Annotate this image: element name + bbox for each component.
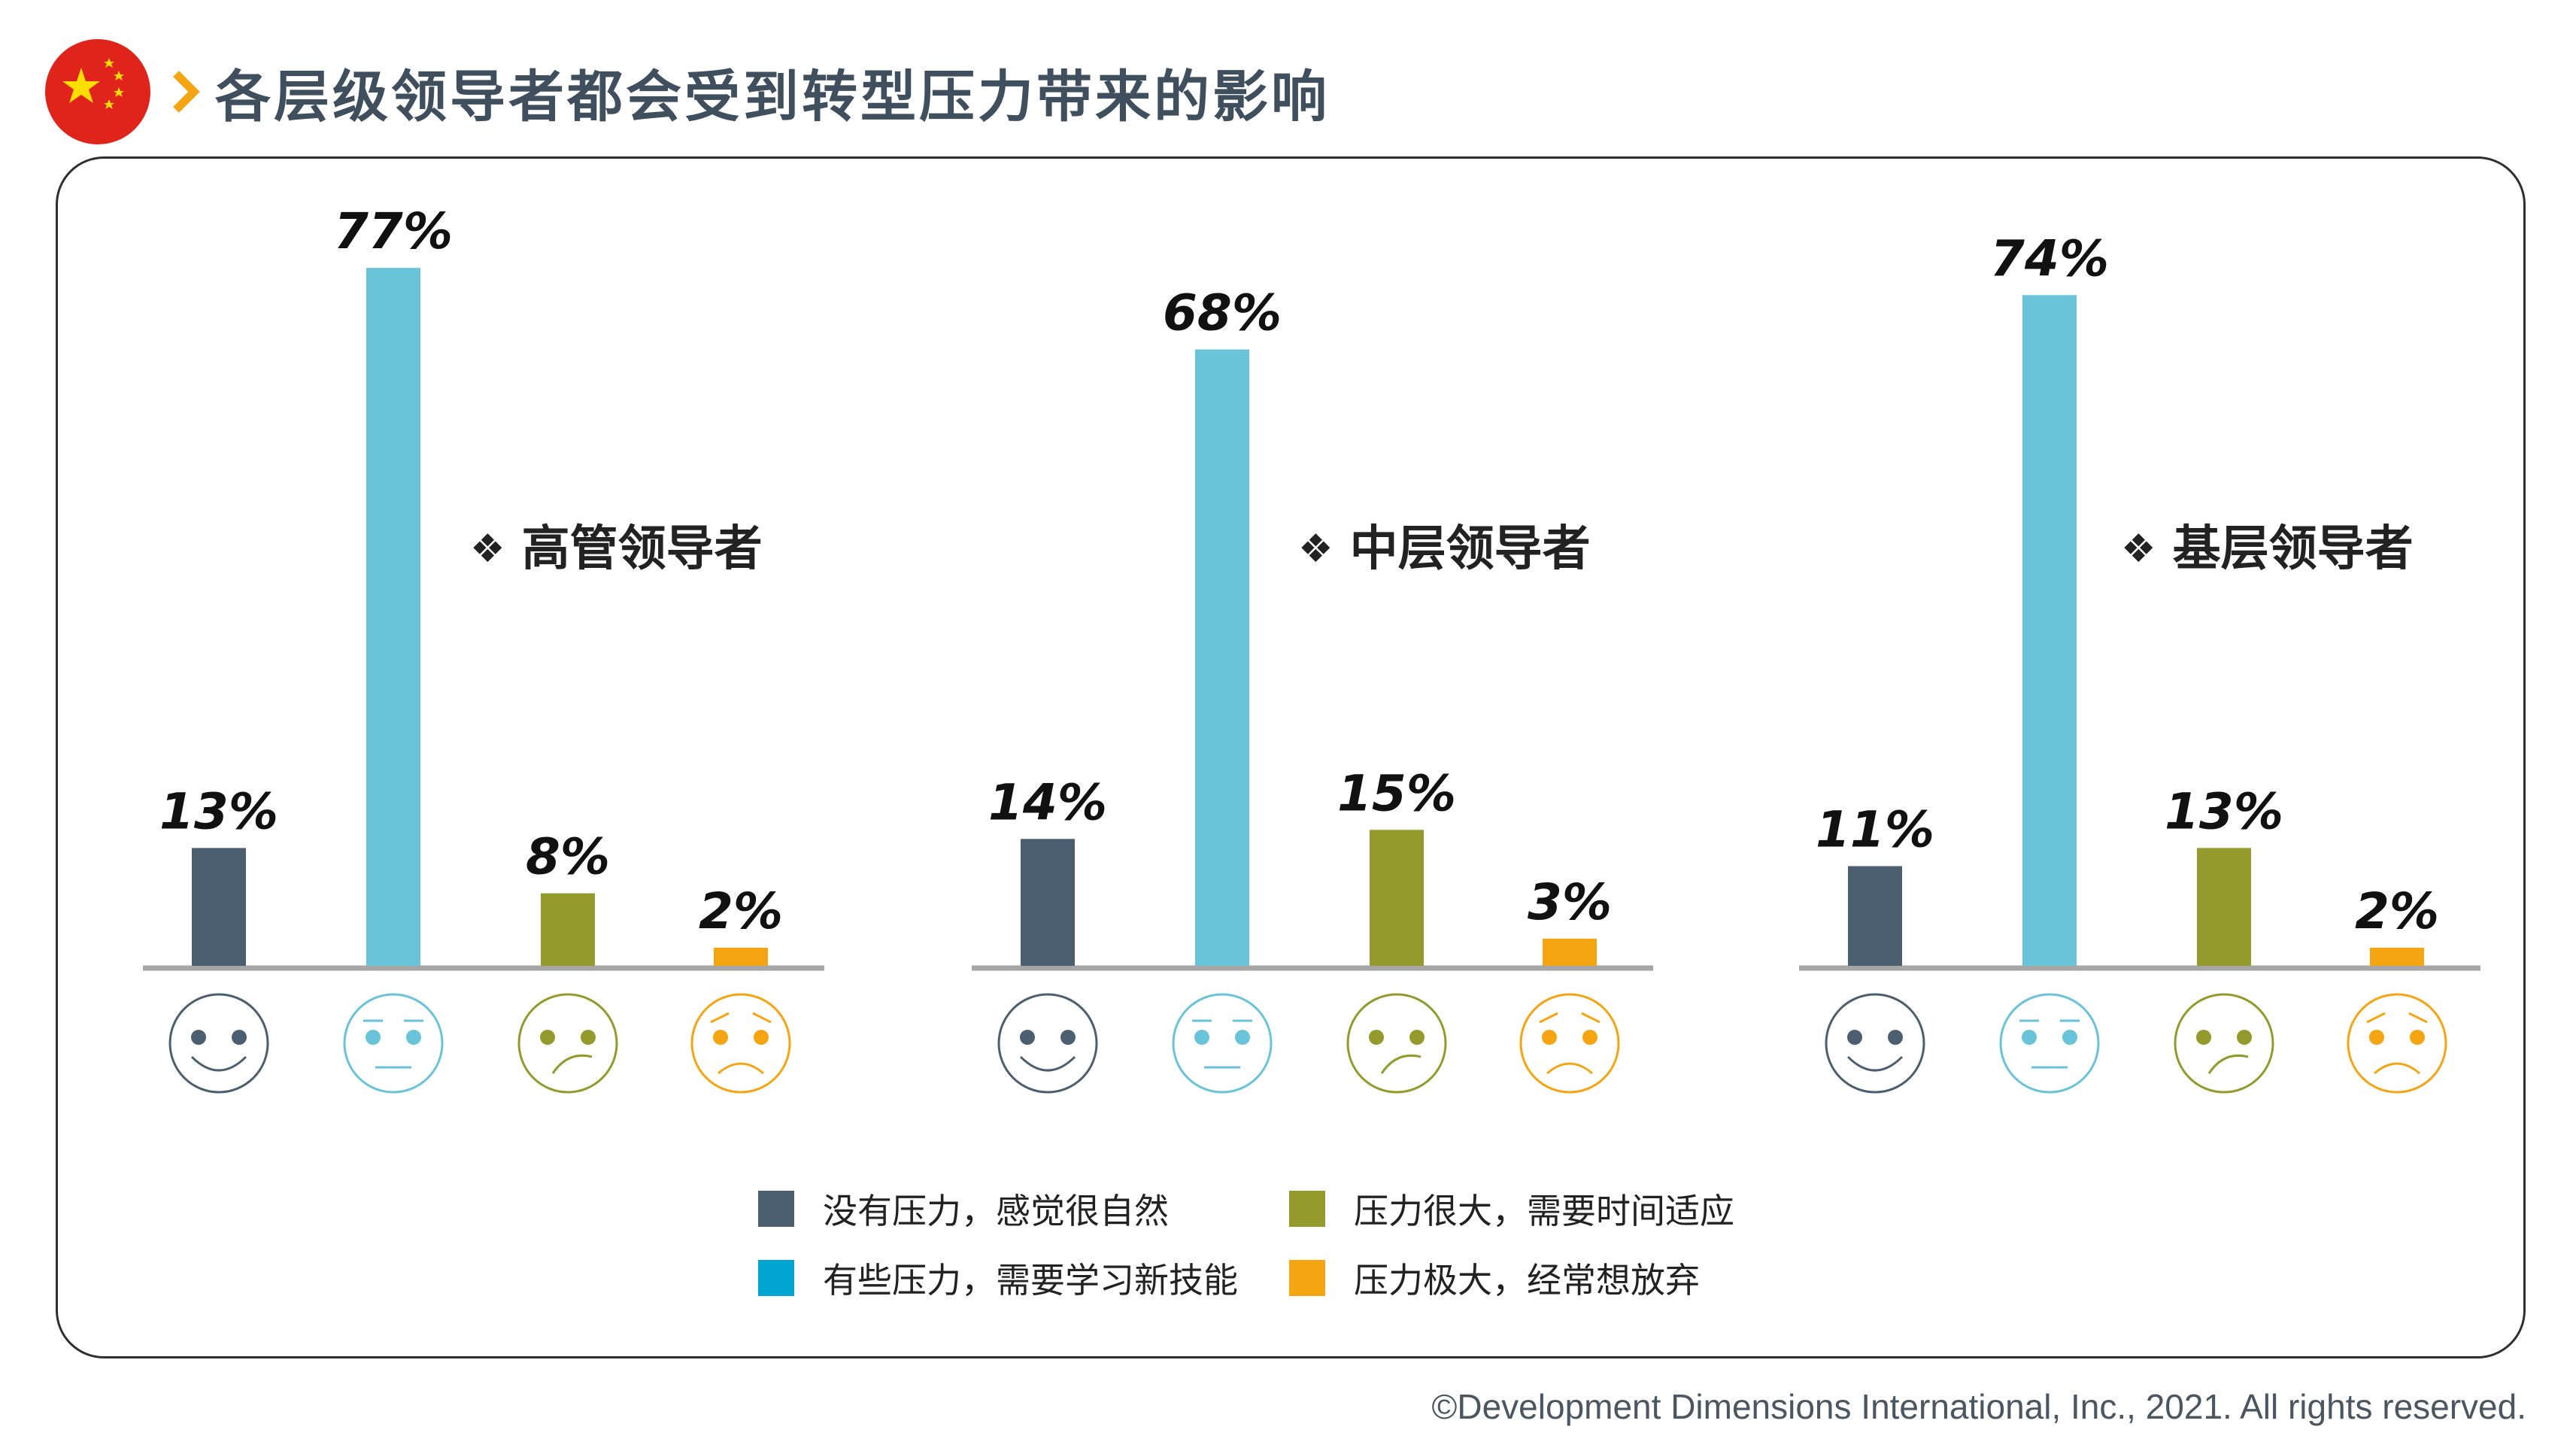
group-label-senior: ❖ 高管领导者 — [470, 521, 763, 577]
legend-swatch — [1289, 1191, 1325, 1227]
data-label: 11% — [1816, 800, 1934, 858]
legend-label: 没有压力，感觉很自然 — [823, 1191, 1169, 1231]
legend-label: 有些压力，需要学习新技能 — [823, 1260, 1238, 1301]
legend-label: 压力极大，经常想放弃 — [1354, 1260, 1700, 1301]
page-title: 各层级领导者都会受到转型压力带来的影响 — [215, 64, 1330, 129]
data-label: 13% — [159, 782, 278, 840]
bar — [714, 947, 768, 966]
diamond-bullet-icon: ❖ — [1298, 527, 1334, 572]
happy-face-icon — [168, 993, 269, 1094]
legend-item: 压力很大，需要时间适应 — [1289, 1184, 1734, 1234]
bar — [2197, 848, 2251, 966]
legend-label: 压力很大，需要时间适应 — [1354, 1191, 1734, 1231]
neutral-face-icon — [1999, 993, 2100, 1094]
neutral-face-icon — [1172, 993, 1273, 1094]
chart-panel — [56, 156, 2526, 1358]
bar — [192, 848, 246, 966]
legend-swatch — [1289, 1260, 1325, 1296]
data-label: 15% — [1337, 764, 1456, 822]
confused-face-icon — [1346, 993, 1447, 1094]
diamond-bullet-icon: ❖ — [470, 527, 505, 572]
bar — [2370, 947, 2424, 966]
happy-face-icon — [997, 993, 1098, 1094]
group-label-frontline: ❖ 基层领导者 — [2121, 521, 2414, 577]
legend-swatch — [758, 1191, 794, 1227]
data-label: 74% — [1990, 229, 2109, 287]
chevron-right-icon — [173, 71, 200, 113]
header: 各层级领导者都会受到转型压力带来的影响 — [45, 39, 1330, 144]
data-label: 2% — [2355, 882, 2439, 940]
data-label: 14% — [988, 773, 1107, 831]
data-label: 2% — [699, 882, 783, 940]
bar — [1370, 830, 1424, 966]
confused-face-icon — [517, 993, 618, 1094]
group-label-middle: ❖ 中层领导者 — [1298, 521, 1591, 577]
bar — [541, 893, 595, 966]
happy-face-icon — [1825, 993, 1925, 1094]
data-label: 8% — [526, 828, 610, 886]
neutral-face-icon — [343, 993, 444, 1094]
bar — [1543, 938, 1597, 966]
data-label: 68% — [1163, 284, 1282, 342]
bar — [2022, 295, 2077, 966]
bar — [1848, 866, 1902, 966]
confused-face-icon — [2174, 993, 2274, 1094]
bar — [1021, 839, 1075, 966]
data-label: 77% — [334, 202, 453, 260]
bar-chart: 13% 77% 8% 2% 14% 68% 15% 3% 11% 74% 13% 2% — [143, 202, 2480, 1094]
copyright: ©Development Dimensions International, I… — [1431, 1387, 2526, 1426]
diamond-bullet-icon: ❖ — [2121, 527, 2156, 572]
data-label: 3% — [1528, 873, 1612, 931]
legend-item: 有些压力，需要学习新技能 — [758, 1253, 1238, 1303]
legend-item: 没有压力，感觉很自然 — [758, 1184, 1169, 1234]
sad-face-icon — [690, 993, 791, 1094]
bar — [1195, 349, 1249, 967]
data-label: 13% — [2165, 782, 2283, 840]
sad-face-icon — [2347, 993, 2447, 1094]
china-flag-icon — [45, 39, 150, 144]
bar — [366, 268, 420, 966]
sad-face-icon — [1519, 993, 1620, 1094]
legend-swatch — [758, 1260, 794, 1296]
legend-item: 压力极大，经常想放弃 — [1289, 1253, 1700, 1303]
